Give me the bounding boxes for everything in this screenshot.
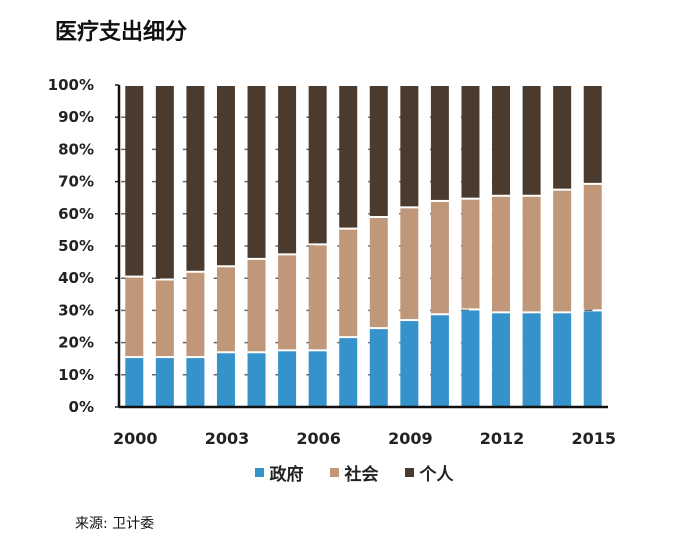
bar-segment-2004-社会 xyxy=(247,259,266,352)
y-tick-label: 30% xyxy=(58,301,94,319)
bar-segment-2015-社会 xyxy=(583,184,602,310)
bar-segment-2010-政府 xyxy=(430,315,449,406)
bar-segment-2001-个人 xyxy=(155,86,174,279)
bar-segment-2005-政府 xyxy=(278,351,297,406)
legend-item-social: 社会 xyxy=(329,460,379,485)
source-note: 来源: 卫计委 xyxy=(75,516,155,532)
bar-segment-2006-社会 xyxy=(308,245,327,350)
y-tick-label: 10% xyxy=(58,366,94,384)
bar-segment-2007-个人 xyxy=(339,86,358,228)
bar-segment-2001-社会 xyxy=(155,280,174,357)
bar-segment-2011-政府 xyxy=(461,310,480,406)
bar-segment-2007-社会 xyxy=(339,229,358,337)
y-tick-label: 80% xyxy=(58,140,94,158)
bar-segment-2009-社会 xyxy=(400,208,419,320)
bar-segment-2005-社会 xyxy=(278,255,297,350)
bar-segment-2005-个人 xyxy=(278,86,297,254)
bar-segment-2013-个人 xyxy=(522,86,541,195)
legend-label: 社会 xyxy=(344,465,379,485)
x-tick-label: 2012 xyxy=(480,429,525,448)
bar-segment-2000-政府 xyxy=(125,358,144,406)
bar-segment-2013-政府 xyxy=(522,313,541,406)
chart-title: 医疗支出细分 xyxy=(55,20,188,45)
x-tick-label: 2000 xyxy=(113,429,158,448)
bar-segment-2014-个人 xyxy=(553,86,572,189)
bar-segment-2013-社会 xyxy=(522,196,541,312)
bar-segment-2006-个人 xyxy=(308,86,327,244)
x-tick-label: 2003 xyxy=(205,429,250,448)
bar-segment-2000-社会 xyxy=(125,277,144,357)
bar-segment-2010-个人 xyxy=(430,86,449,200)
bar-segment-2002-政府 xyxy=(186,358,205,406)
bar-segment-2012-个人 xyxy=(492,86,511,195)
bar-segment-2002-个人 xyxy=(186,86,205,271)
bar-segment-2012-社会 xyxy=(492,196,511,312)
bar-segment-2009-政府 xyxy=(400,321,419,406)
bar-segment-2011-社会 xyxy=(461,199,480,309)
bar-segment-2004-个人 xyxy=(247,86,266,258)
bar-segment-2002-社会 xyxy=(186,272,205,357)
bar-segment-2001-政府 xyxy=(155,358,174,406)
bar-segment-2003-个人 xyxy=(216,86,235,266)
bar-segment-2010-社会 xyxy=(430,201,449,314)
y-tick-label: 100% xyxy=(48,76,94,94)
bar-segment-2014-政府 xyxy=(553,313,572,406)
bar-segment-2004-政府 xyxy=(247,353,266,406)
legend-swatch xyxy=(254,468,264,477)
y-tick-label: 0% xyxy=(69,398,94,416)
y-tick-label: 90% xyxy=(58,108,94,126)
bar-segment-2012-政府 xyxy=(492,313,511,406)
x-tick-label: 2015 xyxy=(571,429,616,448)
x-tick-label: 2009 xyxy=(388,429,433,448)
bar-segment-2000-个人 xyxy=(125,86,144,276)
bar-segment-2003-政府 xyxy=(216,353,235,406)
legend-item-personal: 个人 xyxy=(404,460,454,485)
bar-segment-2006-政府 xyxy=(308,351,327,406)
y-tick-label: 70% xyxy=(58,173,94,191)
bar-segment-2011-个人 xyxy=(461,86,480,198)
y-tick-label: 60% xyxy=(58,205,94,223)
bar-segment-2003-社会 xyxy=(216,267,235,352)
x-tick-label: 2006 xyxy=(296,429,341,448)
legend-item-government: 政府 xyxy=(254,460,304,485)
y-tick-label: 50% xyxy=(58,237,94,255)
bar-segment-2015-政府 xyxy=(583,311,602,406)
legend: 政府 社会 个人 xyxy=(0,460,700,485)
legend-swatch xyxy=(329,468,339,477)
bar-segment-2015-个人 xyxy=(583,86,602,183)
bar-segment-2008-社会 xyxy=(369,218,388,328)
bar-segment-2008-个人 xyxy=(369,86,388,217)
legend-label: 个人 xyxy=(419,465,454,485)
bar-segment-2009-个人 xyxy=(400,86,419,207)
bar-segment-2008-政府 xyxy=(369,329,388,406)
legend-swatch xyxy=(404,468,414,477)
legend-label: 政府 xyxy=(269,465,304,485)
bar-segment-2014-社会 xyxy=(553,190,572,312)
y-tick-label: 40% xyxy=(58,269,94,287)
bar-segment-2007-政府 xyxy=(339,338,358,406)
y-tick-label: 20% xyxy=(58,334,94,352)
